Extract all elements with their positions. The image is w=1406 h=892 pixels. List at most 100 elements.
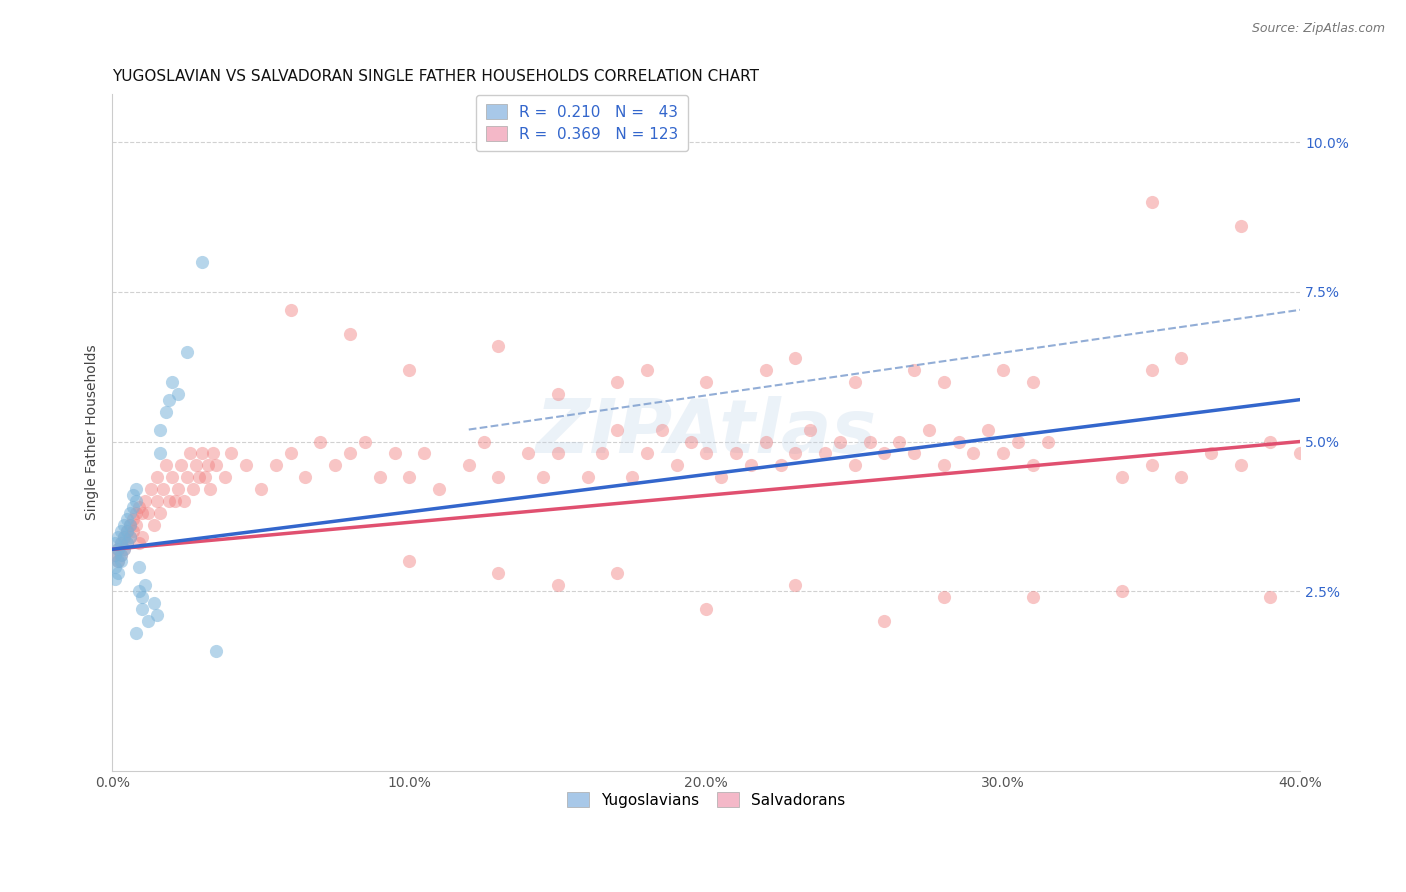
Point: [104, 560, 127, 574]
Point: [149, 446, 172, 460]
Point: [339, 446, 361, 460]
Point: [339, 326, 361, 341]
Point: [136, 614, 159, 628]
Point: [1036, 434, 1059, 449]
Point: [323, 458, 346, 473]
Point: [250, 483, 273, 497]
Point: [903, 446, 925, 460]
Point: [120, 518, 142, 533]
Point: [398, 362, 420, 376]
Text: Source: ZipAtlas.com: Source: ZipAtlas.com: [1251, 22, 1385, 36]
Point: [710, 470, 733, 484]
Point: [112, 530, 135, 544]
Point: [755, 434, 778, 449]
Point: [104, 548, 127, 562]
Point: [413, 446, 436, 460]
Point: [547, 578, 569, 592]
Point: [202, 446, 225, 460]
Point: [1022, 375, 1045, 389]
Point: [1289, 446, 1312, 460]
Point: [977, 423, 1000, 437]
Point: [547, 386, 569, 401]
Point: [1199, 446, 1222, 460]
Point: [844, 375, 866, 389]
Point: [107, 566, 129, 581]
Point: [681, 434, 703, 449]
Point: [117, 536, 139, 550]
Point: [104, 536, 127, 550]
Point: [110, 548, 132, 562]
Point: [131, 590, 153, 604]
Point: [131, 506, 153, 520]
Point: [112, 542, 135, 557]
Point: [117, 524, 139, 539]
Point: [1260, 434, 1282, 449]
Point: [918, 423, 941, 437]
Point: [1260, 590, 1282, 604]
Point: [110, 536, 132, 550]
Point: [117, 512, 139, 526]
Point: [152, 483, 174, 497]
Point: [166, 483, 188, 497]
Point: [134, 578, 156, 592]
Point: [294, 470, 316, 484]
Point: [181, 483, 204, 497]
Point: [1229, 219, 1251, 233]
Point: [149, 423, 172, 437]
Point: [117, 524, 139, 539]
Point: [799, 423, 821, 437]
Point: [354, 434, 377, 449]
Point: [110, 536, 132, 550]
Point: [280, 446, 302, 460]
Point: [844, 458, 866, 473]
Point: [205, 458, 228, 473]
Point: [695, 375, 717, 389]
Point: [128, 584, 150, 599]
Text: ZIPAtlas: ZIPAtlas: [536, 396, 877, 469]
Point: [1007, 434, 1029, 449]
Point: [104, 572, 127, 586]
Point: [112, 530, 135, 544]
Point: [173, 494, 195, 508]
Point: [146, 608, 169, 623]
Point: [160, 375, 183, 389]
Point: [488, 566, 510, 581]
Point: [112, 518, 135, 533]
Point: [398, 470, 420, 484]
Point: [769, 458, 792, 473]
Point: [122, 524, 145, 539]
Point: [117, 536, 139, 550]
Point: [110, 554, 132, 568]
Point: [120, 530, 142, 544]
Point: [606, 566, 628, 581]
Point: [962, 446, 984, 460]
Point: [398, 554, 420, 568]
Point: [122, 488, 145, 502]
Point: [157, 494, 180, 508]
Point: [128, 560, 150, 574]
Point: [139, 483, 162, 497]
Point: [591, 446, 613, 460]
Text: YUGOSLAVIAN VS SALVADORAN SINGLE FATHER HOUSEHOLDS CORRELATION CHART: YUGOSLAVIAN VS SALVADORAN SINGLE FATHER …: [112, 69, 759, 84]
Point: [621, 470, 644, 484]
Point: [131, 602, 153, 616]
Point: [932, 375, 955, 389]
Point: [122, 512, 145, 526]
Point: [785, 446, 807, 460]
Point: [636, 362, 658, 376]
Point: [104, 548, 127, 562]
Point: [1111, 584, 1133, 599]
Point: [472, 434, 495, 449]
Point: [110, 548, 132, 562]
Point: [125, 494, 148, 508]
Point: [695, 446, 717, 460]
Point: [785, 578, 807, 592]
Point: [368, 470, 391, 484]
Point: [155, 458, 177, 473]
Point: [1229, 458, 1251, 473]
Point: [547, 446, 569, 460]
Point: [665, 458, 688, 473]
Point: [187, 470, 209, 484]
Point: [163, 494, 186, 508]
Point: [107, 554, 129, 568]
